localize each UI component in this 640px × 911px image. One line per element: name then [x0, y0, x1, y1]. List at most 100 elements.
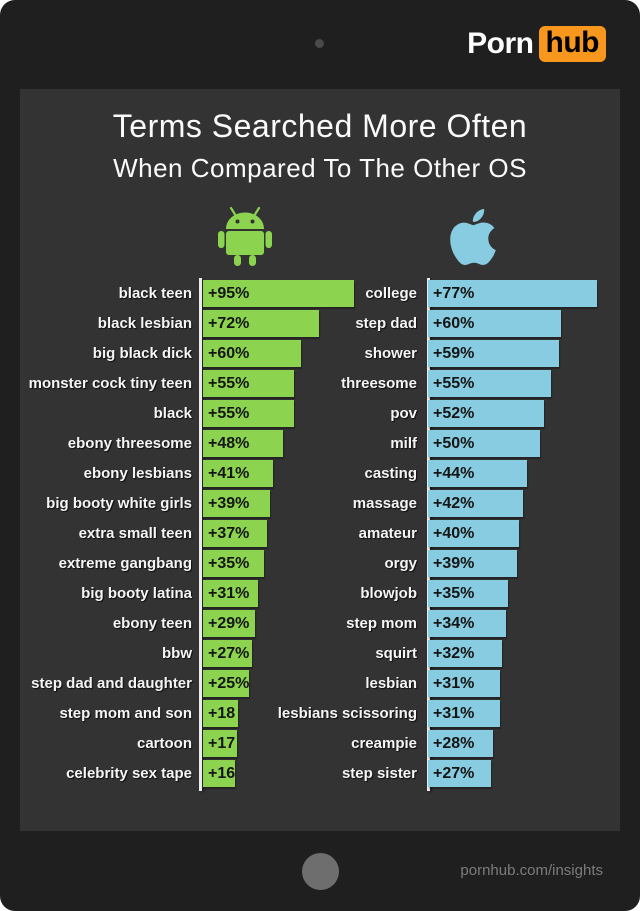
term-value: +16 — [208, 764, 236, 782]
term-bar: +39% — [203, 490, 270, 517]
term-value: +77% — [433, 284, 475, 302]
term-row: casting +44% — [240, 460, 597, 487]
term-value: +27% — [208, 644, 250, 662]
term-value: +27% — [433, 764, 475, 782]
term-label: celebrity sex tape — [66, 765, 192, 782]
term-label: step sister — [341, 765, 417, 782]
term-value: +41% — [208, 464, 250, 482]
term-bar: +31% — [428, 700, 500, 727]
term-row: extreme gangbang +35% — [20, 550, 354, 577]
term-bar: +40% — [428, 520, 519, 547]
term-bar: +31% — [203, 580, 258, 607]
term-label: college — [365, 285, 417, 302]
term-bar: +72% — [203, 310, 319, 337]
chart-title-line2: When Compared To The Other OS — [113, 153, 527, 183]
term-bar: +60% — [428, 310, 561, 337]
term-value: +48% — [208, 434, 250, 452]
term-label: big booty white girls — [46, 495, 192, 512]
term-label: massage — [352, 495, 417, 512]
term-value: +31% — [433, 674, 475, 692]
term-label: orgy — [384, 555, 417, 572]
term-row: ebony teen +29% — [20, 610, 354, 637]
term-row: college +77% — [240, 280, 597, 307]
term-value: +55% — [208, 404, 250, 422]
term-bar: +18 — [203, 700, 238, 727]
term-row: black +55% — [20, 400, 354, 427]
term-row: step mom +34% — [240, 610, 597, 637]
term-value: +35% — [208, 554, 250, 572]
term-value: +25% — [208, 674, 250, 692]
term-label: ebony lesbians — [83, 465, 192, 482]
term-value: +35% — [433, 584, 475, 602]
term-row: big booty latina +31% — [20, 580, 354, 607]
term-row: step dad +60% — [240, 310, 597, 337]
term-label: cartoon — [136, 735, 192, 752]
term-value: +17 — [208, 734, 236, 752]
term-bar: +27% — [203, 640, 252, 667]
term-bar: +37% — [203, 520, 267, 547]
term-row: shower +59% — [240, 340, 597, 367]
term-row: celebrity sex tape +16 — [20, 760, 354, 787]
term-bar: +27% — [428, 760, 491, 787]
home-button[interactable] — [302, 853, 339, 890]
term-bar: +39% — [428, 550, 517, 577]
term-label: step mom — [346, 615, 417, 632]
term-label: big booty latina — [81, 585, 192, 602]
term-bar: +42% — [428, 490, 523, 517]
term-bar: +50% — [428, 430, 540, 457]
term-value: +44% — [433, 464, 475, 482]
term-bar: +95% — [203, 280, 354, 307]
term-row: step mom and son +18 — [20, 700, 354, 727]
term-bar: +16 — [203, 760, 235, 787]
term-bar: +77% — [428, 280, 597, 307]
term-label: extreme gangbang — [58, 555, 192, 572]
term-row: step dad and daughter +25% — [20, 670, 354, 697]
term-label: extra small teen — [78, 525, 192, 542]
term-value: +29% — [208, 614, 250, 632]
footer-url: pornhub.com/insights — [460, 862, 603, 879]
term-label: bbw — [162, 645, 192, 662]
term-bar: +59% — [428, 340, 559, 367]
chart-title-line1: Terms Searched More Often — [112, 108, 528, 144]
term-row: bbw +27% — [20, 640, 354, 667]
chart-panel: Terms Searched More Often When Compared … — [20, 89, 620, 831]
term-bar: +41% — [203, 460, 273, 487]
term-row: pov +52% — [240, 400, 597, 427]
camera-icon — [315, 39, 324, 48]
term-row: big black dick +60% — [20, 340, 354, 367]
term-row: cartoon +17 — [20, 730, 354, 757]
term-value: +39% — [208, 494, 250, 512]
term-label: creampie — [351, 735, 417, 752]
term-value: +31% — [433, 704, 475, 722]
term-row: massage +42% — [240, 490, 597, 517]
term-value: +59% — [433, 344, 475, 362]
logo-porn-text: Porn — [467, 27, 534, 60]
term-label: step mom and son — [59, 705, 192, 722]
term-row: milf +50% — [240, 430, 597, 457]
term-value: +55% — [208, 374, 250, 392]
term-bar: +28% — [428, 730, 493, 757]
term-label: blowjob — [360, 585, 417, 602]
term-label: milf — [390, 435, 417, 452]
term-bar: +55% — [428, 370, 551, 397]
term-bar: +34% — [428, 610, 506, 637]
term-bar: +60% — [203, 340, 301, 367]
term-label: amateur — [358, 525, 417, 542]
term-bar: +29% — [203, 610, 255, 637]
term-value: +28% — [433, 734, 475, 752]
term-row: extra small teen +37% — [20, 520, 354, 547]
term-value: +18 — [208, 704, 236, 722]
term-row: threesome +55% — [240, 370, 597, 397]
term-row: monster cock tiny teen +55% — [20, 370, 354, 397]
term-label: black lesbian — [97, 315, 192, 332]
term-value: +39% — [433, 554, 475, 572]
term-value: +37% — [208, 524, 250, 542]
term-label: ebony teen — [112, 615, 192, 632]
pornhub-logo: Porn hub — [467, 26, 606, 62]
term-row: ebony threesome +48% — [20, 430, 354, 457]
term-bar: +55% — [203, 400, 294, 427]
term-value: +95% — [208, 284, 250, 302]
term-label: lesbian — [365, 675, 417, 692]
term-row: lesbians scissoring +31% — [240, 700, 597, 727]
